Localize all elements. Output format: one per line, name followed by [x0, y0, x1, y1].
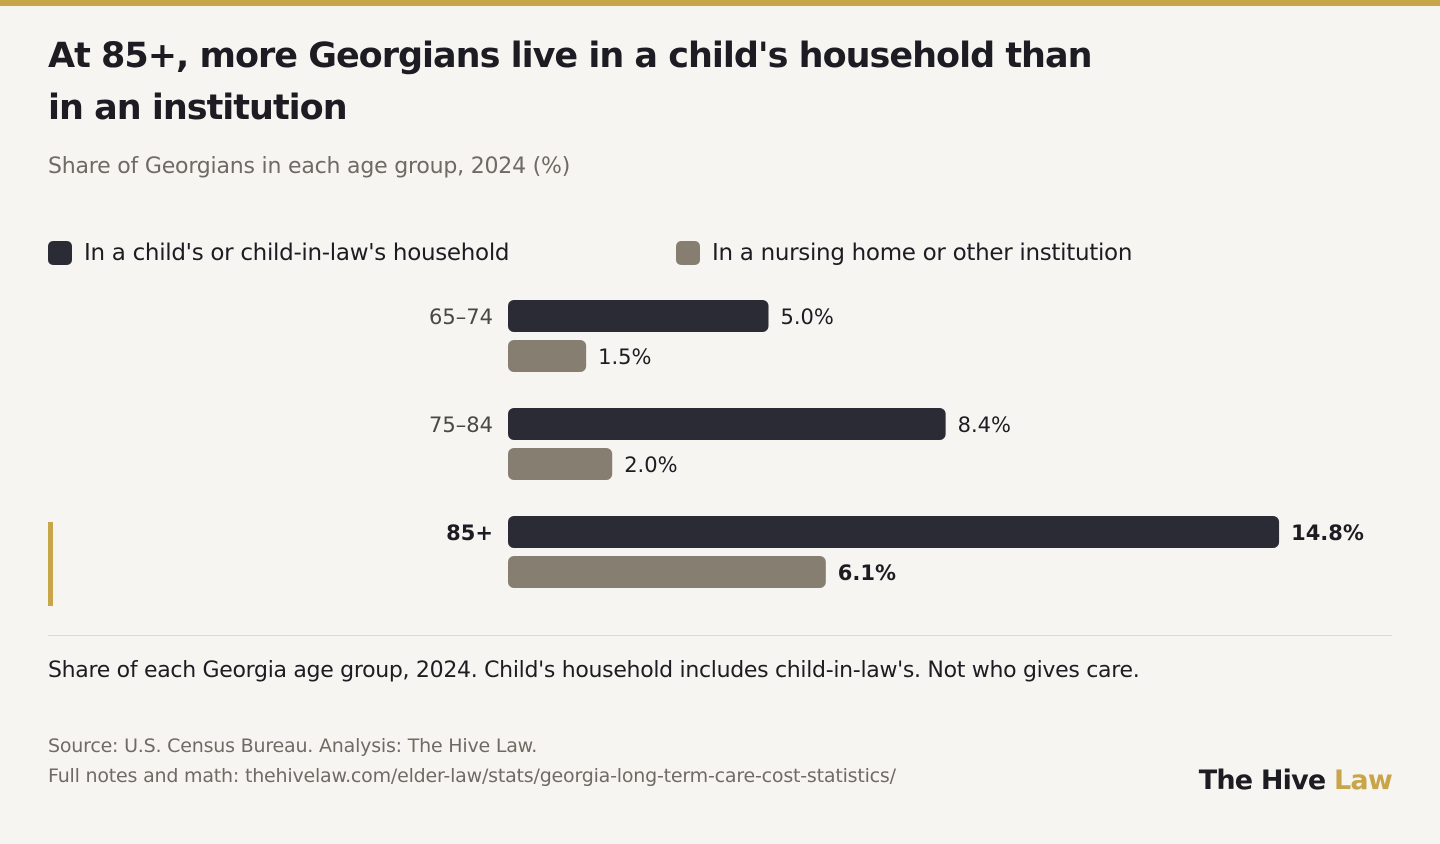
- data-label-child-household-85: 14.8%: [1291, 521, 1364, 545]
- data-label-institution-85: 6.1%: [838, 561, 896, 585]
- bar-child-household-65-74: [508, 300, 769, 332]
- legend-swatch-institution: [676, 241, 700, 265]
- footnote: Share of each Georgia age group, 2024. C…: [48, 658, 1140, 683]
- legend-label-child-household: In a child's or child-in-law's household: [84, 240, 510, 266]
- legend-item-institution: In a nursing home or other institution: [676, 236, 1132, 270]
- data-label-child-household-65-74: 5.0%: [781, 305, 834, 329]
- highlight-marker-85: [48, 522, 53, 606]
- bar-institution-85: [508, 556, 826, 588]
- top-accent-bar: [0, 0, 1440, 6]
- brand-logo: The Hive Law: [1198, 762, 1393, 800]
- notes-link-text: Full notes and math: thehivelaw.com/elde…: [48, 765, 896, 787]
- brand-suffix: Law: [1334, 765, 1393, 796]
- chart-title: At 85+, more Georgians live in a child's…: [48, 36, 1093, 128]
- bar-institution-75-84: [508, 448, 613, 480]
- brand-name: The Hive: [1198, 765, 1327, 796]
- data-label-institution-75-84: 2.0%: [624, 453, 677, 477]
- category-label-85: 85+: [446, 521, 493, 545]
- source-block: Source: U.S. Census Bureau. Analysis: Th…: [48, 731, 896, 791]
- legend-swatch-child-household: [48, 241, 72, 265]
- footer-divider: [48, 635, 1392, 636]
- legend-item-child-household: In a child's or child-in-law's household: [48, 236, 510, 270]
- bar-child-household-75-84: [508, 408, 946, 440]
- source-text: Source: U.S. Census Bureau. Analysis: Th…: [48, 735, 538, 757]
- bar-institution-65-74: [508, 340, 587, 372]
- category-label-75-84: 75–84: [429, 413, 493, 437]
- chart-subtitle: Share of Georgians in each age group, 20…: [48, 154, 571, 179]
- data-label-child-household-75-84: 8.4%: [958, 413, 1011, 437]
- legend-label-institution: In a nursing home or other institution: [712, 240, 1133, 266]
- category-label-65-74: 65–74: [429, 305, 493, 329]
- bar-child-household-85: [508, 516, 1280, 548]
- data-label-institution-65-74: 1.5%: [598, 345, 651, 369]
